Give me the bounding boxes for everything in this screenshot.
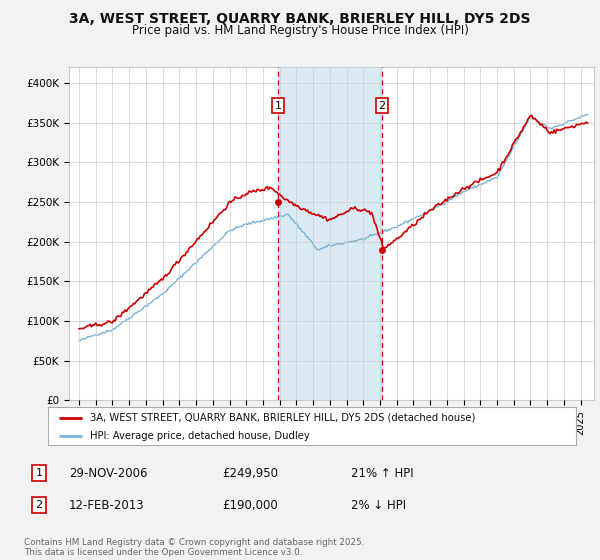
Text: 29-NOV-2006: 29-NOV-2006 (69, 466, 148, 480)
Text: 3A, WEST STREET, QUARRY BANK, BRIERLEY HILL, DY5 2DS (detached house): 3A, WEST STREET, QUARRY BANK, BRIERLEY H… (90, 413, 476, 423)
Text: 1: 1 (35, 468, 43, 478)
Text: 2: 2 (35, 500, 43, 510)
Text: Price paid vs. HM Land Registry's House Price Index (HPI): Price paid vs. HM Land Registry's House … (131, 24, 469, 37)
Text: HPI: Average price, detached house, Dudley: HPI: Average price, detached house, Dudl… (90, 431, 310, 441)
Text: 12-FEB-2013: 12-FEB-2013 (69, 498, 145, 512)
Text: 2% ↓ HPI: 2% ↓ HPI (351, 498, 406, 512)
Text: 1: 1 (275, 100, 281, 110)
Bar (278, 67, 382, 400)
Text: 2: 2 (379, 100, 386, 110)
Text: £190,000: £190,000 (222, 498, 278, 512)
Text: £249,950: £249,950 (222, 466, 278, 480)
Text: 21% ↑ HPI: 21% ↑ HPI (351, 466, 413, 480)
Text: 3A, WEST STREET, QUARRY BANK, BRIERLEY HILL, DY5 2DS: 3A, WEST STREET, QUARRY BANK, BRIERLEY H… (69, 12, 531, 26)
Text: Contains HM Land Registry data © Crown copyright and database right 2025.
This d: Contains HM Land Registry data © Crown c… (24, 538, 364, 557)
